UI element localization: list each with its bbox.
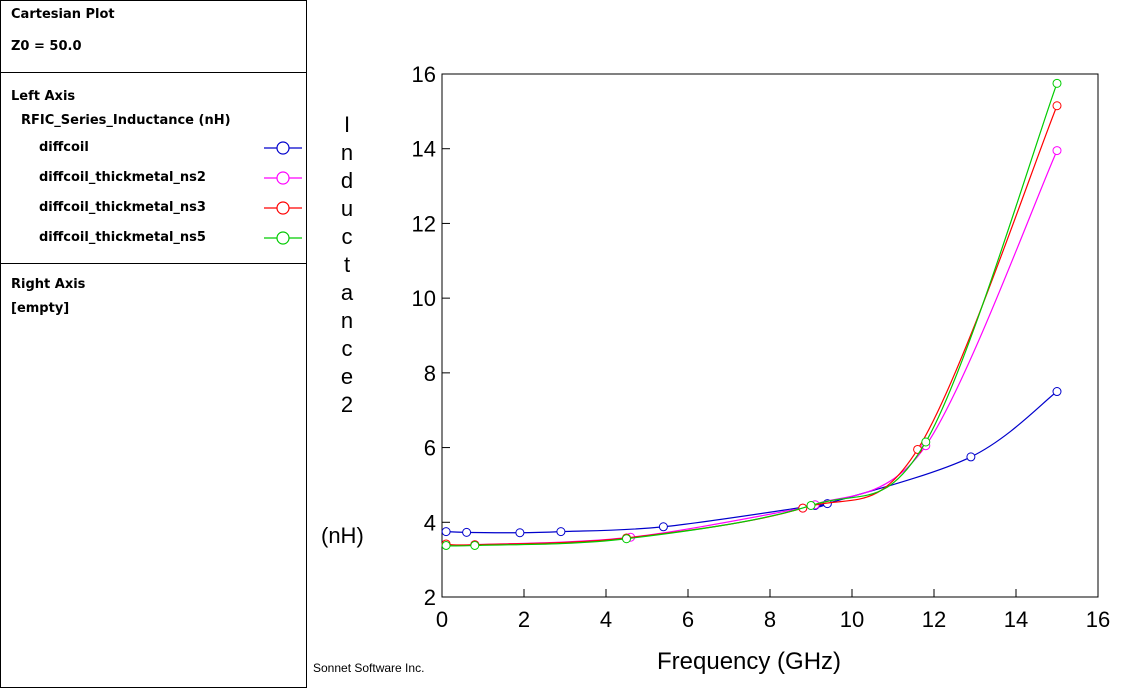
y-axis-unit: (nH) xyxy=(321,523,364,548)
y-tick-label: 4 xyxy=(424,510,436,535)
data-point-diffcoil_thickmetal_ns5 xyxy=(921,437,931,447)
data-point-diffcoil xyxy=(441,527,451,537)
data-point-diffcoil_thickmetal_ns3 xyxy=(913,444,923,454)
x-tick-label: 2 xyxy=(518,607,530,632)
y-axis-label-char: n xyxy=(340,140,354,165)
y-tick-label: 6 xyxy=(424,436,436,461)
data-point-diffcoil_thickmetal_ns5 xyxy=(441,540,451,550)
y-tick-label: 16 xyxy=(412,62,436,87)
right-axis-value: [empty] xyxy=(11,301,70,316)
left-axis-quantity: RFIC_Series_Inductance (nH) xyxy=(21,113,231,128)
x-tick-label: 0 xyxy=(436,607,448,632)
plot-title: Cartesian Plot xyxy=(11,7,115,22)
credit-text: Sonnet Software Inc. xyxy=(313,661,425,675)
data-point-diffcoil_thickmetal_ns5 xyxy=(806,500,816,510)
legend-label: diffcoil xyxy=(39,140,89,155)
y-axis-label-char: c xyxy=(341,336,353,361)
data-point-diffcoil xyxy=(658,522,668,532)
y-axis-label-char: I xyxy=(343,112,351,137)
legend-swatch-marker xyxy=(276,201,290,215)
x-tick-label: 14 xyxy=(1004,607,1028,632)
legend-swatch-marker xyxy=(276,141,290,155)
x-tick-label: 12 xyxy=(922,607,946,632)
x-axis-label: Frequency (GHz) xyxy=(657,648,842,675)
legend-item: diffcoil_thickmetal_ns3 xyxy=(39,197,305,219)
data-point-diffcoil_thickmetal_ns5 xyxy=(622,534,631,544)
y-axis-label-char: d xyxy=(340,168,354,193)
legend-swatch xyxy=(264,231,302,245)
data-point-diffcoil xyxy=(1052,387,1062,397)
data-point-diffcoil xyxy=(462,527,472,537)
y-axis-label-char: u xyxy=(340,196,354,221)
y-tick-label: 2 xyxy=(424,585,436,610)
plot-frame xyxy=(441,73,1099,598)
data-point-diffcoil xyxy=(966,452,976,462)
series-line-diffcoil_thickmetal_ns3 xyxy=(446,105,1058,546)
legend-item: diffcoil xyxy=(39,137,305,159)
y-tick-label: 10 xyxy=(412,286,436,311)
x-tick-label: 6 xyxy=(682,607,694,632)
legend-swatch-marker xyxy=(276,231,290,245)
y-axis-label-char: 2 xyxy=(340,392,354,417)
legend-swatch xyxy=(264,201,302,215)
y-axis-label-char: e xyxy=(340,364,354,389)
y-tick-label: 14 xyxy=(412,137,436,162)
y-axis-label-char: t xyxy=(343,252,351,277)
series-line-diffcoil xyxy=(446,391,1058,534)
x-tick-label: 16 xyxy=(1086,607,1110,632)
y-axis-label-char: n xyxy=(340,308,354,333)
legend-label: diffcoil_thickmetal_ns5 xyxy=(39,230,206,245)
legend-swatch xyxy=(264,141,302,155)
x-tick-label: 4 xyxy=(600,607,612,632)
series-line-diffcoil_thickmetal_ns5 xyxy=(446,83,1058,547)
x-tick-label: 10 xyxy=(840,607,864,632)
data-point-diffcoil_thickmetal_ns5 xyxy=(470,540,480,550)
data-point-diffcoil xyxy=(556,527,566,537)
y-axis-label-char: c xyxy=(341,224,353,249)
data-point-diffcoil_thickmetal_ns2 xyxy=(1052,146,1062,156)
legend-item: diffcoil_thickmetal_ns2 xyxy=(39,167,305,189)
y-tick-label: 8 xyxy=(424,361,436,386)
y-tick-label: 12 xyxy=(412,211,436,236)
right-axis-header: Right Axis xyxy=(11,277,86,292)
left-axis-section: Left Axis RFIC_Series_Inductance (nH) di… xyxy=(1,73,306,264)
left-axis-header: Left Axis xyxy=(11,89,76,104)
legend-label: diffcoil_thickmetal_ns2 xyxy=(39,170,206,185)
legend-label: diffcoil_thickmetal_ns3 xyxy=(39,200,206,215)
legend-swatch-marker xyxy=(276,171,290,185)
legend-item: diffcoil_thickmetal_ns5 xyxy=(39,227,305,249)
z0-label: Z0 = 50.0 xyxy=(11,39,82,54)
y-axis-label-char: a xyxy=(340,280,354,305)
plot-title-section: Cartesian Plot Z0 = 50.0 xyxy=(1,1,306,73)
data-point-diffcoil_thickmetal_ns5 xyxy=(1052,78,1062,88)
data-point-diffcoil xyxy=(515,528,525,538)
legend-swatch xyxy=(264,171,302,185)
data-point-diffcoil_thickmetal_ns3 xyxy=(1052,101,1062,111)
x-tick-label: 8 xyxy=(764,607,776,632)
legend-panel: Cartesian Plot Z0 = 50.0 Left Axis RFIC_… xyxy=(0,0,307,688)
